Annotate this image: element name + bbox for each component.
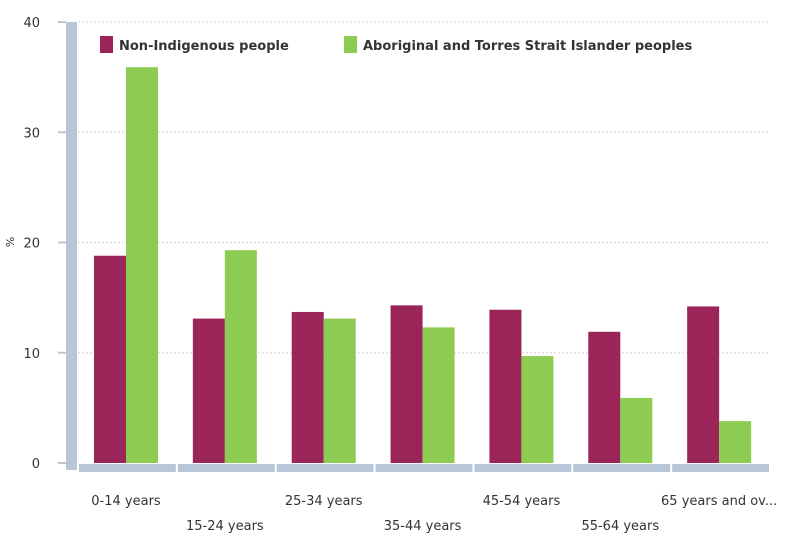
bar-indigenous	[521, 356, 554, 463]
legend-label: Aboriginal and Torres Strait Islander pe…	[363, 39, 692, 54]
x-axis-segment	[573, 464, 671, 472]
legend-label: Non-Indigenous people	[119, 39, 289, 54]
category-label: 0-14 years	[91, 494, 161, 509]
legend-item: Aboriginal and Torres Strait Islander pe…	[344, 36, 692, 54]
x-axis-segment	[276, 464, 374, 472]
category-label: 35-44 years	[384, 519, 462, 533]
y-tick-label: 30	[23, 126, 40, 141]
bar-non-indigenous	[291, 311, 324, 463]
bar-non-indigenous	[588, 331, 621, 463]
y-tick-label: 20	[23, 237, 40, 252]
category-label: 45-54 years	[483, 494, 561, 509]
bar-indigenous	[719, 421, 752, 463]
x-axis	[79, 464, 769, 472]
category-label: 55-64 years	[581, 519, 659, 533]
y-axis-band	[66, 22, 77, 470]
x-axis-segment	[672, 464, 769, 472]
y-tick-label: 10	[23, 347, 40, 362]
legend: Non-Indigenous people Aboriginal and Torr…	[100, 36, 692, 54]
x-axis-segment	[375, 464, 473, 472]
category-label: 15-24 years	[186, 519, 264, 533]
category-labels: 0-14 years 15-24 years 25-34 years 35-44 ye…	[91, 494, 777, 533]
bar-indigenous	[224, 250, 257, 463]
y-tick-label: 40	[23, 16, 40, 31]
y-axis: 0 10 20 30 40	[23, 16, 77, 472]
legend-swatch	[344, 36, 357, 53]
y-tick-label: 0	[32, 457, 40, 472]
bar-non-indigenous	[94, 255, 126, 463]
bar-non-indigenous	[489, 309, 522, 463]
bar-non-indigenous	[687, 306, 720, 463]
legend-item: Non-Indigenous people	[100, 36, 289, 54]
x-axis-segment	[79, 464, 176, 472]
category-label: 65 years and ov...	[661, 494, 777, 509]
bar-non-indigenous	[192, 318, 225, 463]
category-label: 25-34 years	[285, 494, 363, 509]
x-axis-segment	[474, 464, 572, 472]
x-axis-segment	[177, 464, 275, 472]
bar-indigenous	[126, 67, 158, 463]
bar-non-indigenous	[390, 305, 423, 463]
bar-indigenous	[620, 397, 653, 463]
y-axis-label: %	[4, 237, 17, 247]
grid-lines	[78, 21, 770, 354]
bar-indigenous	[422, 327, 455, 463]
bar-indigenous	[323, 318, 356, 463]
bars	[94, 67, 752, 463]
legend-swatch	[100, 36, 113, 53]
